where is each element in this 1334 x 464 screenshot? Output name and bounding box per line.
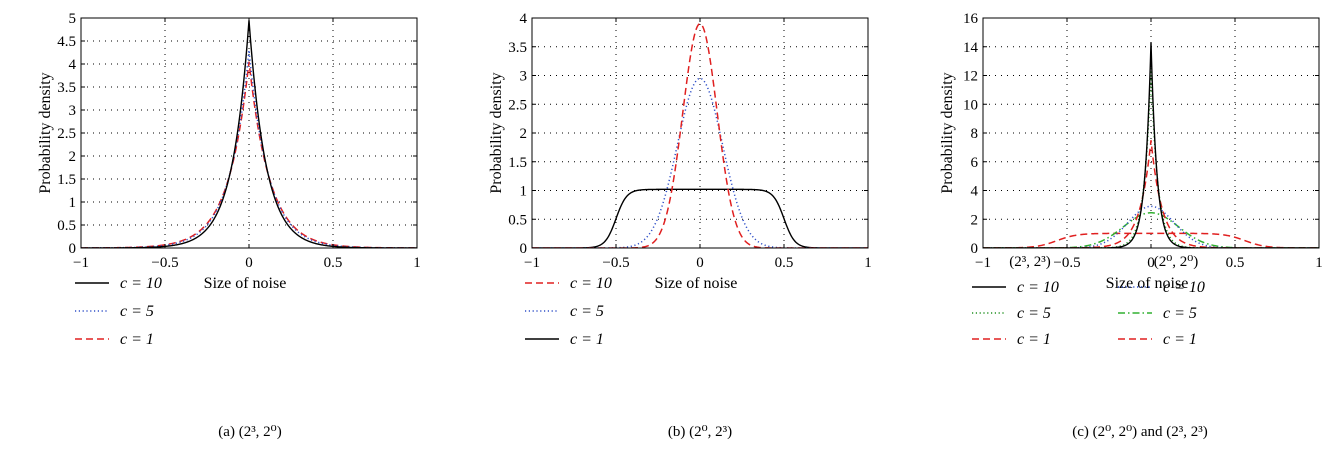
x-axis-label: Size of noise — [204, 275, 287, 292]
y-tick-label: 4 — [971, 184, 979, 200]
series-line-6 — [983, 232, 1319, 248]
y-tick-label: 2 — [520, 126, 528, 142]
legend-label-2: c = 5 — [120, 303, 154, 320]
x-tick-label: 1 — [1315, 255, 1323, 271]
x-tick-label: 0 — [696, 255, 704, 271]
y-tick-label: 6 — [971, 155, 979, 171]
x-tick-label: 0 — [245, 255, 253, 271]
x-tick-label: −1 — [975, 255, 991, 271]
x-tick-label: 1 — [864, 255, 872, 271]
x-tick-label: −0.5 — [1053, 255, 1080, 271]
y-tick-label: 3 — [520, 69, 528, 85]
legend-label-1-1: c = 10 — [1017, 279, 1059, 296]
y-tick-label: 5 — [69, 11, 77, 27]
series-line-1 — [983, 42, 1319, 248]
y-tick-label: 1.5 — [508, 155, 527, 171]
legend-group-header-2: (2⁰, 2⁰) — [1154, 254, 1199, 270]
legend-label-2: c = 5 — [570, 303, 604, 320]
y-tick-label: 4.5 — [57, 34, 76, 50]
legend: c = 10 c = 5 c = 1 — [525, 275, 612, 348]
chart-panel-1: −1 −0.5 0 0.5 1 0 0.5 1 1.5 2 2.5 3 3.5 4 4.5 5 Size of … — [37, 11, 421, 440]
series-line-3 — [983, 140, 1319, 248]
y-tick-label: 1.5 — [57, 172, 76, 188]
y-tick-label: 0.5 — [508, 212, 527, 228]
panel-caption: (c) (2⁰, 2⁰) and (2³, 2³) — [1072, 424, 1208, 440]
y-axis-label: Probability density — [488, 72, 505, 193]
series-line-1 — [532, 22, 868, 248]
x-tick-label: −1 — [524, 255, 540, 271]
legend-label-1-3: c = 1 — [1017, 331, 1051, 348]
y-tick-label: 14 — [963, 40, 979, 56]
y-tick-label: 0 — [971, 241, 979, 257]
y-tick-label: 3 — [69, 103, 77, 119]
series-line-3 — [81, 61, 417, 248]
x-tick-label: 0.5 — [324, 255, 343, 271]
y-axis-label: Probability density — [939, 72, 956, 193]
series-line-2 — [983, 68, 1319, 248]
x-tick-label: −0.5 — [151, 255, 178, 271]
x-tick-label: 1 — [413, 255, 421, 271]
x-tick-label: 0.5 — [1226, 255, 1245, 271]
y-tick-label: 4 — [69, 57, 77, 73]
y-tick-label: 0 — [520, 241, 528, 257]
x-tick-label: −0.5 — [602, 255, 629, 271]
y-tick-label: 10 — [963, 97, 978, 113]
y-tick-label: 2 — [971, 212, 979, 228]
y-tick-label: 12 — [963, 69, 978, 85]
legend-label-2-3: c = 1 — [1163, 331, 1197, 348]
y-tick-label: 3.5 — [508, 40, 527, 56]
legend-label-1-2: c = 5 — [1017, 305, 1051, 322]
legend-label-1: c = 10 — [120, 275, 162, 292]
chart-panel-2: −1 −0.5 0 0.5 1 0 0.5 1 1.5 2 2.5 3 3.5 4 Size of nois… — [488, 11, 872, 440]
y-tick-label: 0.5 — [57, 218, 76, 234]
y-tick-label: 1 — [520, 184, 528, 200]
legend-label-3: c = 1 — [570, 331, 604, 348]
plot-area — [532, 22, 868, 248]
y-tick-label: 2.5 — [508, 97, 527, 113]
x-tick-label: −1 — [73, 255, 89, 271]
legend-label-3: c = 1 — [120, 331, 154, 348]
legend: c = 10 c = 5 c = 1 — [75, 275, 162, 348]
y-tick-label: 16 — [963, 11, 979, 27]
y-axis-label: Probability density — [37, 72, 54, 193]
series-line-2 — [81, 50, 417, 248]
legend: (2³, 2³)c = 10c = 5c = 1(2⁰, 2⁰)c = 10c … — [972, 254, 1205, 348]
series-line-5 — [983, 212, 1319, 248]
legend-group-header-1: (2³, 2³) — [1009, 254, 1050, 270]
y-tick-label: 8 — [971, 126, 979, 142]
legend-label-2-2: c = 5 — [1163, 305, 1197, 322]
y-tick-label: 1 — [69, 195, 77, 211]
x-tick-label: 0.5 — [775, 255, 794, 271]
panel-caption: (a) (2³, 2⁰) — [218, 424, 281, 440]
y-tick-label: 0 — [69, 241, 77, 257]
y-tick-label: 2.5 — [57, 126, 76, 142]
x-axis-label: Size of noise — [655, 275, 738, 292]
legend-label-2-1: c = 10 — [1163, 279, 1205, 296]
x-tick-label: 0 — [1147, 255, 1155, 271]
legend-label-1: c = 10 — [570, 275, 612, 292]
y-tick-label: 2 — [69, 149, 77, 165]
panel-caption: (b) (2⁰, 2³) — [668, 424, 732, 440]
y-tick-label: 3.5 — [57, 80, 76, 96]
plot-area — [983, 42, 1319, 248]
y-tick-label: 4 — [520, 11, 528, 27]
